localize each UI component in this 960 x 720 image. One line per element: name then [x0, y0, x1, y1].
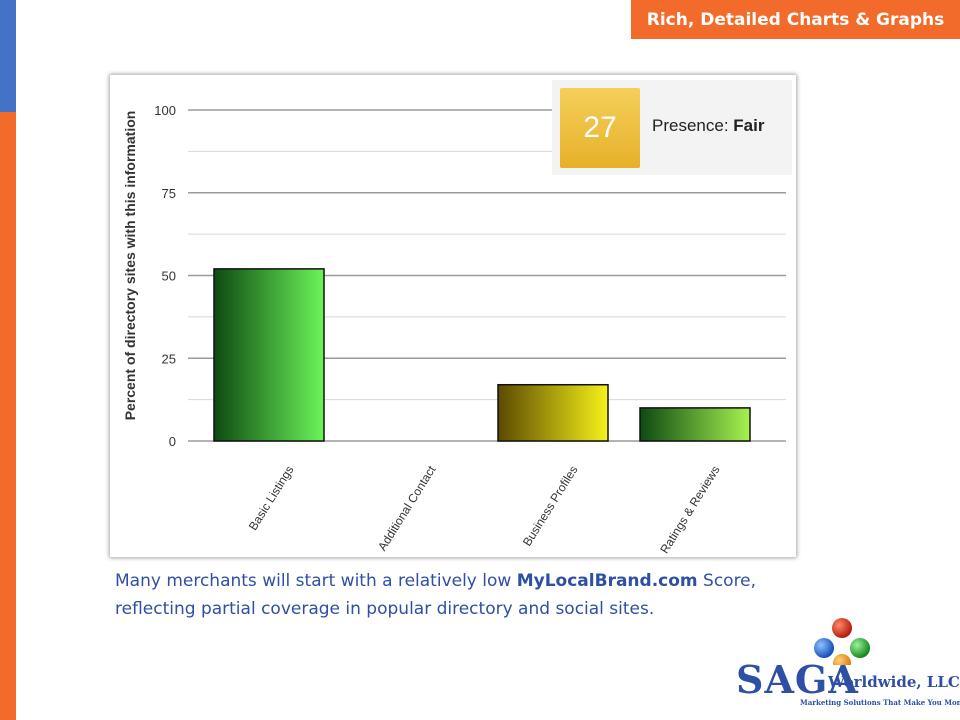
logo-name: SAGA	[736, 657, 859, 702]
left-accent-bar-blue	[0, 0, 16, 112]
x-tick-label: Additional Contact	[375, 463, 439, 554]
x-tick-label: Basic Listings	[246, 463, 297, 533]
bar	[639, 407, 751, 442]
y-tick-label: 50	[162, 269, 176, 284]
logo-suffix: Worldwide, LLC	[828, 673, 960, 691]
caption-brand: MyLocalBrand.com	[516, 571, 698, 591]
y-tick-label: 75	[162, 186, 176, 201]
presence-text: Presence:	[652, 116, 729, 135]
caption-text-after: Score, reflecting partial coverage in po…	[115, 571, 757, 619]
presence-rating: Fair	[733, 116, 765, 135]
score-value: 27	[560, 88, 640, 168]
x-tick-label: Ratings & Reviews	[657, 463, 722, 556]
y-tick-label: 25	[162, 351, 176, 366]
company-logo: SAGA Worldwide, LLC Marketing Solutions …	[734, 615, 960, 715]
y-tick-label: 0	[169, 434, 176, 449]
bar	[497, 383, 609, 442]
score-widget: 27 Presence: Fair	[552, 80, 792, 175]
bar-chart: 0 25 50 75 100 Percent of directory sites wit…	[122, 103, 786, 556]
presence-label: Presence: Fair	[652, 116, 764, 136]
left-accent-bar-orange	[0, 112, 16, 720]
y-axis-label: Percent of directory sites with this inf…	[122, 111, 138, 421]
logo-tagline: Marketing Solutions That Make You Money	[800, 698, 960, 707]
logo-globes-icon	[814, 618, 870, 665]
caption-text-before: Many merchants will start with a relativ…	[115, 571, 517, 591]
bar	[213, 268, 325, 442]
x-tick-label: Business Profiles	[520, 463, 581, 548]
page-title: Rich, Detailed Charts & Graphs	[631, 0, 960, 39]
chart-caption: Many merchants will start with a relativ…	[115, 567, 815, 623]
y-tick-label: 100	[154, 103, 176, 118]
